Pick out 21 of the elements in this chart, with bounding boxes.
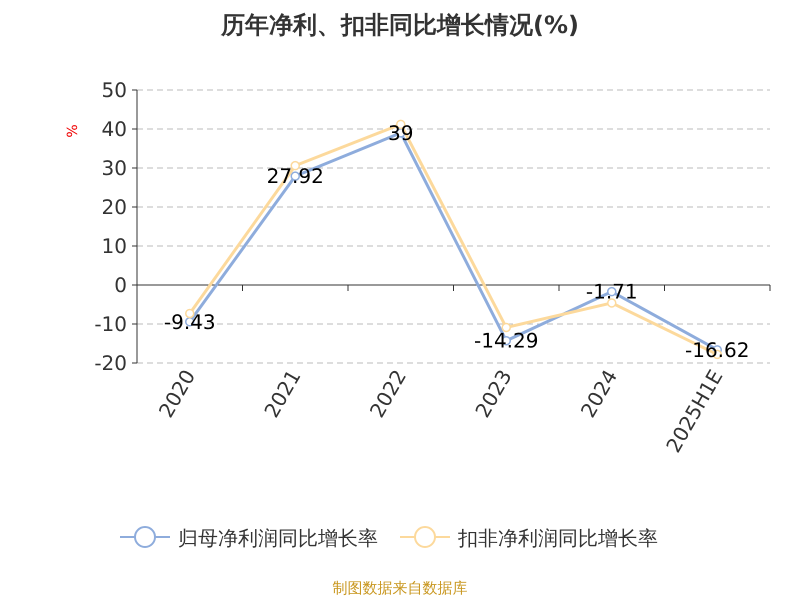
y-axis-title: % [65, 124, 81, 138]
y-tick-label: -20 [94, 351, 127, 375]
text: 制图数据来自数据库 [332, 579, 468, 597]
y-tick-label: -10 [94, 312, 127, 336]
y-tick-label: 50 [102, 78, 127, 102]
data-label: -1.71 [586, 280, 638, 304]
legend-label: 扣非净利润同比增长率 [457, 526, 658, 550]
y-tick-label: 10 [102, 234, 127, 258]
point [502, 322, 511, 332]
y-tick-label: 40 [102, 117, 127, 141]
point [607, 298, 616, 308]
y-tick-label: 30 [102, 156, 127, 180]
y-tick-label: 20 [102, 195, 127, 219]
y-tick-label: 0 [114, 273, 127, 297]
chart-title: 历年净利、扣非同比增长情况(%) [220, 11, 579, 39]
data-label: 39 [388, 120, 414, 145]
data-label: -16.62 [685, 338, 750, 362]
legend-label: 归母净利润同比增长率 [178, 526, 378, 550]
data-label: 27.92 [266, 164, 324, 188]
data-label: -14.29 [474, 328, 538, 353]
data-label: -9.43 [164, 310, 216, 334]
